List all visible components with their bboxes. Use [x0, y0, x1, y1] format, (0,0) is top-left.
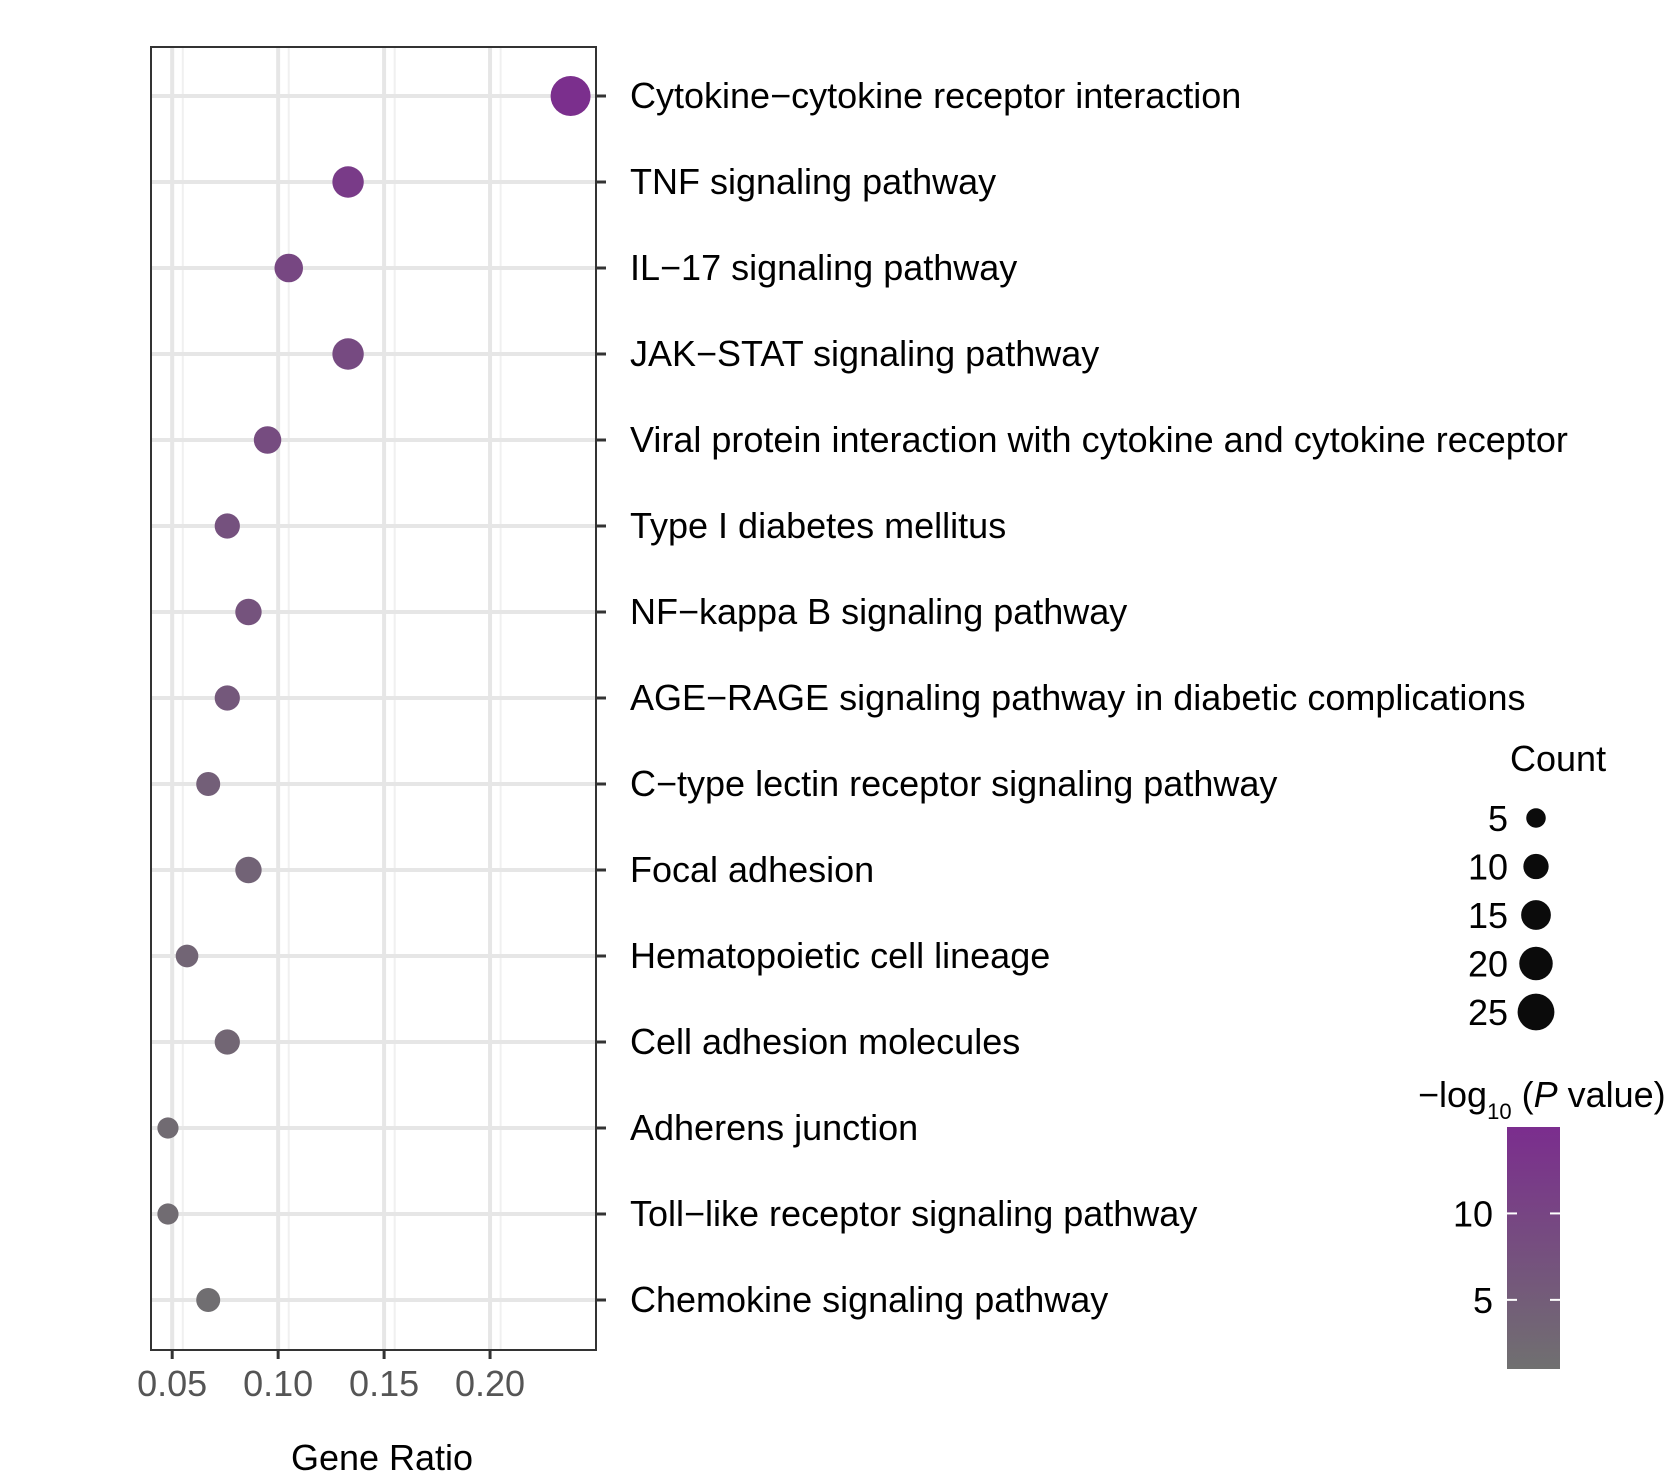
y-tick-label: Cell adhesion molecules	[630, 1021, 1020, 1062]
color-legend-title-sub: 10	[1487, 1099, 1511, 1124]
color-legend-title-suffix: value)	[1558, 1074, 1666, 1115]
colorbar	[1507, 1127, 1560, 1369]
y-tick-label: TNF signaling pathway	[630, 161, 996, 202]
size-legend-label: 5	[1488, 798, 1508, 839]
color-legend: −log10 (P value) 510	[1418, 1074, 1666, 1369]
color-legend-title-log: −log	[1418, 1074, 1487, 1115]
data-point	[175, 944, 199, 968]
colorbar-tick-label: 10	[1453, 1193, 1493, 1234]
x-tick-label: 0.15	[349, 1363, 419, 1404]
size-legend-title: Count	[1510, 738, 1606, 779]
data-point	[332, 166, 364, 198]
data-point	[235, 598, 262, 626]
size-legend-key	[1523, 853, 1549, 880]
y-tick-label: Type I diabetes mellitus	[630, 505, 1006, 546]
data-point	[214, 513, 240, 539]
size-legend-label: 20	[1468, 944, 1508, 985]
y-tick-label: Toll−like receptor signaling pathway	[630, 1193, 1197, 1234]
y-tick-label: Chemokine signaling pathway	[630, 1279, 1108, 1320]
points-layer	[157, 76, 591, 1312]
data-point	[253, 426, 282, 454]
size-legend-key	[1526, 808, 1546, 828]
data-point	[157, 1203, 179, 1225]
color-legend-title: −log10 (P value)	[1418, 1074, 1666, 1124]
data-point	[157, 1117, 179, 1139]
size-legend: Count 5 10 15 20 25	[1468, 738, 1606, 1033]
size-legend-key	[1521, 900, 1551, 930]
size-legend-key	[1519, 946, 1553, 981]
y-tick-label: JAK−STAT signaling pathway	[630, 333, 1099, 374]
y-tick-label: Viral protein interaction with cytokine …	[630, 419, 1568, 460]
y-tick-label: Focal adhesion	[630, 849, 874, 890]
x-tick-label: 0.05	[137, 1363, 207, 1404]
data-point	[214, 1029, 240, 1055]
x-tick-label: 0.10	[243, 1363, 313, 1404]
data-point	[196, 1288, 221, 1312]
colorbar-tick-label: 5	[1473, 1280, 1493, 1321]
data-point	[235, 856, 262, 884]
y-tick-label: C−type lectin receptor signaling pathway	[630, 763, 1277, 804]
size-legend-label: 25	[1468, 992, 1508, 1033]
x-tick-label: 0.20	[455, 1363, 525, 1404]
x-axis-title: Gene Ratio	[291, 1437, 473, 1472]
y-tick-label: Hematopoietic cell lineage	[630, 935, 1050, 976]
data-point	[196, 772, 221, 796]
color-legend-title-open: (	[1512, 1074, 1534, 1115]
data-point	[214, 685, 240, 711]
size-legend-label: 10	[1468, 847, 1508, 888]
data-point	[550, 76, 591, 116]
y-tick-label: NF−kappa B signaling pathway	[630, 591, 1127, 632]
y-tick-label: IL−17 signaling pathway	[630, 247, 1017, 288]
data-point	[332, 338, 364, 370]
y-axis: Cytokine−cytokine receptor interaction TN…	[596, 75, 1568, 1320]
colorbar-ticks: 5 10	[1453, 1193, 1560, 1321]
y-tick-label: AGE−RAGE signaling pathway in diabetic c…	[630, 677, 1525, 718]
color-legend-title-p: P	[1534, 1074, 1558, 1115]
x-axis: 0.05 0.10 0.15 0.20	[137, 1350, 525, 1404]
data-point	[274, 253, 304, 283]
size-legend-key	[1517, 993, 1555, 1031]
y-tick-label: Adherens junction	[630, 1107, 918, 1148]
size-legend-label: 15	[1468, 895, 1508, 936]
y-tick-label: Cytokine−cytokine receptor interaction	[630, 75, 1241, 116]
